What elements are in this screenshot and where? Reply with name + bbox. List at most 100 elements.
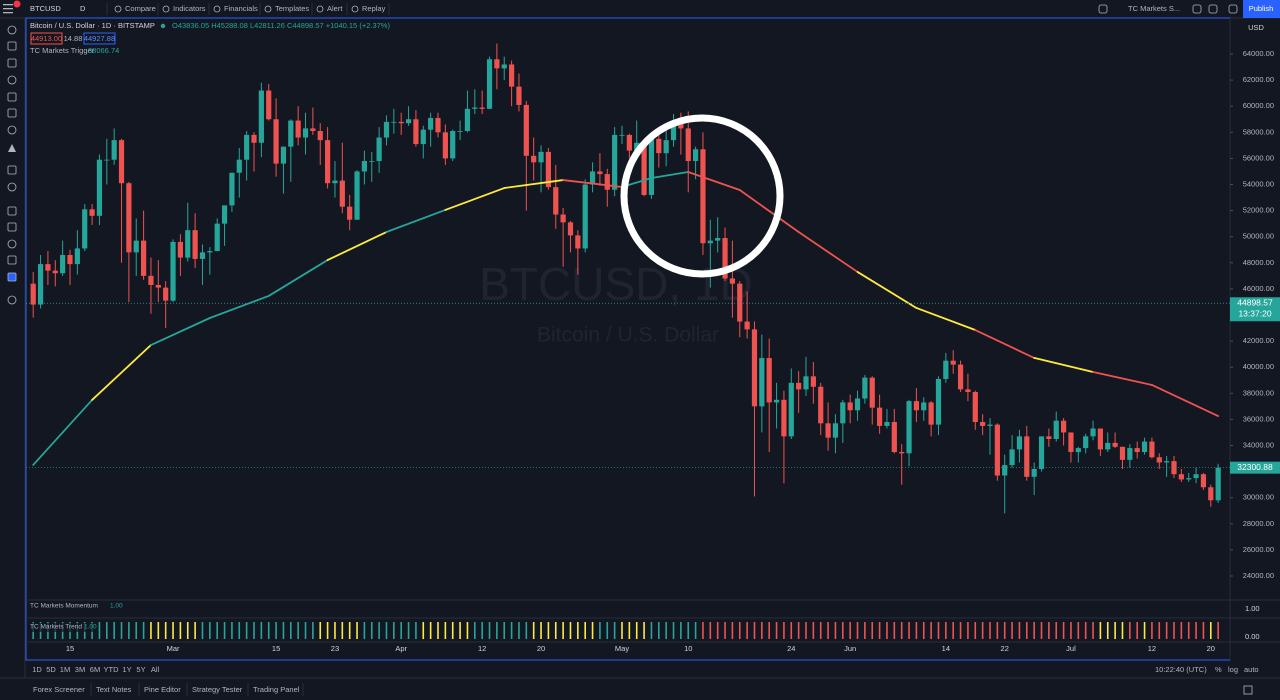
candle-body <box>560 214 566 223</box>
toolbar-icon[interactable] <box>1228 4 1238 14</box>
trigger-line <box>1092 371 1153 386</box>
tool-icon[interactable] <box>7 222 17 232</box>
tool-icon[interactable] <box>7 255 17 265</box>
tool-icon[interactable] <box>7 58 17 68</box>
candle-body <box>670 120 677 141</box>
layout-name[interactable]: TC Markets S... <box>1128 4 1180 13</box>
toolbar-icon[interactable] <box>1098 4 1108 14</box>
toolbar-item[interactable]: Replay <box>362 4 386 13</box>
y-tick-label: 48000.00 <box>1243 258 1274 267</box>
ask: 44927.88 <box>84 34 115 43</box>
range-button[interactable]: 1Y <box>122 665 131 674</box>
toolbar-item[interactable]: Templates <box>275 4 309 13</box>
candle-body <box>111 140 117 160</box>
candle-body <box>413 119 419 145</box>
publish-button[interactable] <box>1243 0 1280 18</box>
candle-body <box>1178 474 1184 480</box>
tool-icon[interactable] <box>7 92 17 102</box>
candle-body <box>457 131 463 132</box>
range-button[interactable]: 1M <box>60 665 70 674</box>
x-tick-label: Jul <box>1066 644 1076 653</box>
percent-toggle[interactable]: % <box>1215 665 1222 674</box>
trigger-line <box>150 317 211 346</box>
toolbar-icon[interactable] <box>1192 4 1202 14</box>
bottom-tab[interactable]: Pine Editor <box>144 685 181 694</box>
toolbar-icon[interactable] <box>1208 4 1218 14</box>
menu-icon[interactable] <box>3 4 13 6</box>
toolbar-item[interactable]: Financials <box>224 4 258 13</box>
watermark-description: Bitcoin / U.S. Dollar <box>537 324 719 347</box>
range-button[interactable]: 6M <box>90 665 100 674</box>
interval[interactable]: D <box>80 4 86 13</box>
toolbar-item[interactable]: Compare <box>125 4 156 13</box>
bid-box[interactable] <box>30 32 63 45</box>
range-button[interactable]: 1D <box>32 665 42 674</box>
tool-icon[interactable] <box>8 144 16 152</box>
tool-icon[interactable] <box>7 165 17 175</box>
bottom-tab[interactable]: Trading Panel <box>253 685 300 694</box>
collapse-icon[interactable] <box>1243 685 1253 695</box>
candle-body <box>891 422 897 453</box>
candle-body <box>442 132 448 159</box>
trigger-line <box>974 329 1036 359</box>
trigger-line <box>1151 384 1220 417</box>
candle-body <box>656 138 662 154</box>
bottom-tab[interactable]: Text Notes <box>96 685 132 694</box>
candle-body <box>707 240 713 244</box>
tool-icon[interactable] <box>7 206 17 216</box>
candle-body <box>494 59 500 69</box>
range-button[interactable]: All <box>151 665 160 674</box>
tool-icon[interactable] <box>7 239 17 249</box>
x-tick-label: 12 <box>478 644 486 653</box>
candle-body <box>619 134 625 136</box>
trigger-value: 38066.74 <box>88 46 119 55</box>
toolbar-item[interactable]: Indicators <box>173 4 206 13</box>
candle-body <box>509 64 515 87</box>
candle-body <box>376 137 382 162</box>
candle-body <box>1149 441 1155 458</box>
toolbar-icon <box>264 5 272 13</box>
bottom-tab[interactable]: Forex Screener <box>33 685 85 694</box>
auto-toggle[interactable]: auto <box>1244 665 1259 674</box>
candle-body <box>251 134 257 143</box>
tool-icon[interactable] <box>7 108 17 118</box>
candle-body <box>170 241 176 301</box>
candle-body <box>472 107 478 109</box>
trigger-line <box>738 189 800 233</box>
range-button[interactable]: YTD <box>104 665 120 674</box>
range-button[interactable]: 3M <box>75 665 85 674</box>
ask-box[interactable] <box>83 32 116 45</box>
candle-body <box>516 86 522 105</box>
toolbar-item[interactable]: Alert <box>327 4 343 13</box>
tool-icon[interactable] <box>7 272 17 282</box>
toolbar-icon <box>213 5 221 13</box>
tool-icon[interactable] <box>7 295 17 305</box>
candle-body <box>641 142 647 195</box>
candle-body <box>597 171 603 175</box>
candle-body <box>899 452 905 454</box>
bottom-tab[interactable]: Strategy Tester <box>192 685 243 694</box>
tool-icon[interactable] <box>7 75 17 85</box>
candle-body <box>1134 448 1140 453</box>
tool-icon[interactable] <box>7 125 17 135</box>
range-button[interactable]: 5D <box>46 665 56 674</box>
x-tick-label: 12 <box>1148 644 1156 653</box>
top-toolbar <box>0 0 1280 18</box>
y-tick-label: 46000.00 <box>1243 284 1274 293</box>
candle-body <box>634 142 640 151</box>
candle-body <box>354 171 360 220</box>
tool-icon[interactable] <box>7 182 17 192</box>
tool-icon[interactable] <box>7 25 17 35</box>
momentum-axis: 1.00 <box>1245 604 1260 613</box>
candle-body <box>428 117 434 130</box>
candle-body <box>877 407 883 426</box>
tool-icon[interactable] <box>7 41 17 51</box>
x-tick-label: 24 <box>787 644 795 653</box>
symbol[interactable]: BTCUSD <box>30 4 61 13</box>
range-button[interactable]: 5Y <box>136 665 145 674</box>
plot <box>26 43 1230 514</box>
log-toggle[interactable]: log <box>1228 665 1238 674</box>
candle-body <box>302 128 309 138</box>
currency: USD <box>1248 23 1264 32</box>
candle-body <box>192 230 198 259</box>
